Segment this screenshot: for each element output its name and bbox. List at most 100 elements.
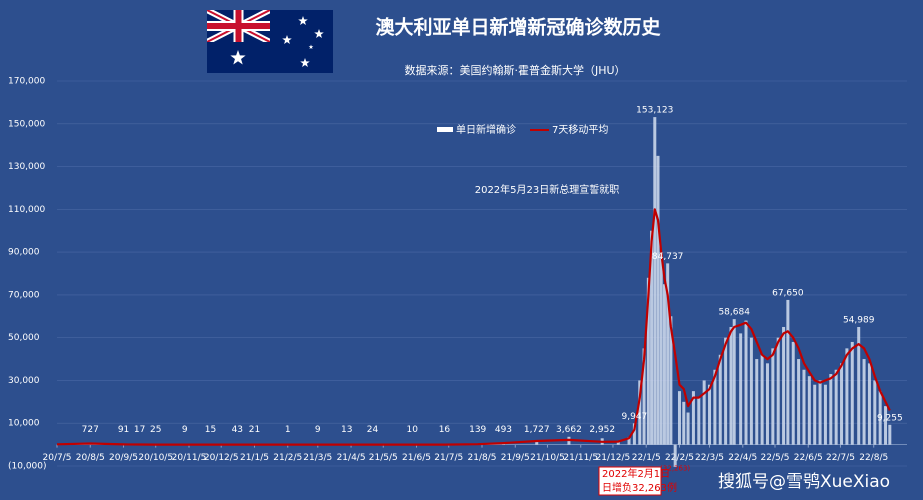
y-tick-label: 70,000 <box>8 290 40 300</box>
x-tick-label: 20/8/5 <box>76 453 105 463</box>
bar <box>765 363 769 445</box>
bar <box>729 326 733 445</box>
note-line: 日增负32,263例 <box>602 481 677 494</box>
bar <box>646 277 650 445</box>
flag <box>207 10 333 73</box>
bar <box>749 337 753 445</box>
bar <box>673 444 677 467</box>
bar <box>813 384 817 445</box>
bar <box>802 369 806 445</box>
negative-note: 2022年2月1日 日增负32,263例 <box>598 466 677 496</box>
bar <box>718 354 722 445</box>
y-tick-label: 10,000 <box>8 419 40 429</box>
chart-title: 澳大利亚单日新增新冠确诊数历史 <box>375 16 661 39</box>
bar <box>840 363 844 445</box>
bar <box>616 441 620 445</box>
bar <box>771 348 775 445</box>
data-label: 10 <box>407 425 419 435</box>
data-label: 17 <box>134 425 145 435</box>
x-tick-label: 20/9/5 <box>109 453 138 463</box>
bar <box>782 326 786 445</box>
data-label: (32,263) <box>660 465 690 473</box>
bar <box>850 341 854 445</box>
x-tick-label: 21/4/5 <box>337 453 366 463</box>
data-label: 21 <box>249 425 260 435</box>
bar <box>653 117 657 445</box>
bar <box>627 437 631 445</box>
data-label: 1 <box>285 425 291 435</box>
bar <box>662 284 666 445</box>
bar <box>650 230 654 445</box>
y-tick-label: 150,000 <box>8 119 45 129</box>
bar <box>845 348 849 445</box>
bar <box>829 374 833 445</box>
bar <box>786 299 790 445</box>
data-label: 2,952 <box>589 425 615 435</box>
data-label: 54,989 <box>843 315 875 325</box>
bar <box>535 440 539 445</box>
x-tick-label: 21/10/5 <box>530 453 565 463</box>
bar <box>797 359 801 445</box>
bar <box>724 337 728 445</box>
annotation: 2022年5月23日新总理宣誓就职 <box>475 183 620 196</box>
data-label: 67,650 <box>772 288 804 298</box>
x-tick-label: 22/2/5 <box>665 453 694 463</box>
bar <box>691 391 695 445</box>
bar <box>776 337 780 445</box>
x-tick-label: 20/11/5 <box>172 453 207 463</box>
y-tick-label: 50,000 <box>8 333 40 343</box>
x-tick-label: 20/12/5 <box>204 453 239 463</box>
x-tick-label: 22/3/5 <box>695 453 724 463</box>
bar <box>739 333 743 445</box>
data-label: 727 <box>82 425 99 435</box>
bar <box>697 397 701 445</box>
y-tick-label: 110,000 <box>8 205 45 215</box>
x-tick-label: 20/10/5 <box>138 453 173 463</box>
data-label: 9,947 <box>622 412 648 422</box>
moving-average-line <box>57 208 891 446</box>
bar <box>823 384 827 445</box>
x-tick-label: 21/9/5 <box>501 453 530 463</box>
data-label: 493 <box>495 425 512 435</box>
data-label: 15 <box>205 425 216 435</box>
bar <box>632 423 636 445</box>
bar <box>744 320 748 445</box>
data-label: 13 <box>341 425 352 435</box>
y-tick-label: 130,000 <box>8 162 45 172</box>
bar <box>669 316 673 445</box>
legend-swatch <box>437 127 453 132</box>
value-labels: 727 91 17 25 9 15 43 21 1 9 13 24 10 16 139 493 1,727 3,6… <box>82 106 903 473</box>
x-tick-label: 22/1/5 <box>632 453 661 463</box>
bar <box>732 319 736 445</box>
bar <box>659 252 663 445</box>
bar <box>666 263 670 445</box>
bar <box>702 380 706 445</box>
bar <box>884 406 888 445</box>
x-tick-label: 21/8/5 <box>468 453 497 463</box>
x-tick-label: 22/7/5 <box>826 453 855 463</box>
x-tick-label: 21/3/5 <box>303 453 332 463</box>
x-tick-label: 21/2/5 <box>273 453 302 463</box>
data-label: 24 <box>367 425 379 435</box>
legend-label: 7天移动平均 <box>552 123 608 136</box>
legend-label: 单日新增确诊 <box>456 123 516 136</box>
bar <box>760 354 764 445</box>
bar <box>878 391 882 445</box>
data-label: 25 <box>150 425 161 435</box>
x-tick-label: 21/11/5 <box>563 453 598 463</box>
bar <box>713 369 717 445</box>
data-label: 16 <box>439 425 451 435</box>
x-tick-label: 22/6/5 <box>794 453 823 463</box>
bar <box>682 401 686 445</box>
bar <box>857 326 861 445</box>
bar <box>862 359 866 445</box>
bar <box>642 348 646 445</box>
bar <box>791 341 795 445</box>
bar <box>638 380 642 445</box>
x-tick-label: 21/7/5 <box>434 453 463 463</box>
bar <box>755 359 759 445</box>
x-tick-label: 22/4/5 <box>728 453 757 463</box>
legend: 单日新增确诊 7天移动平均 <box>437 123 608 136</box>
watermark: 搜狐号@雪鸮XueXiao <box>718 472 890 492</box>
data-label: 58,684 <box>718 308 750 318</box>
